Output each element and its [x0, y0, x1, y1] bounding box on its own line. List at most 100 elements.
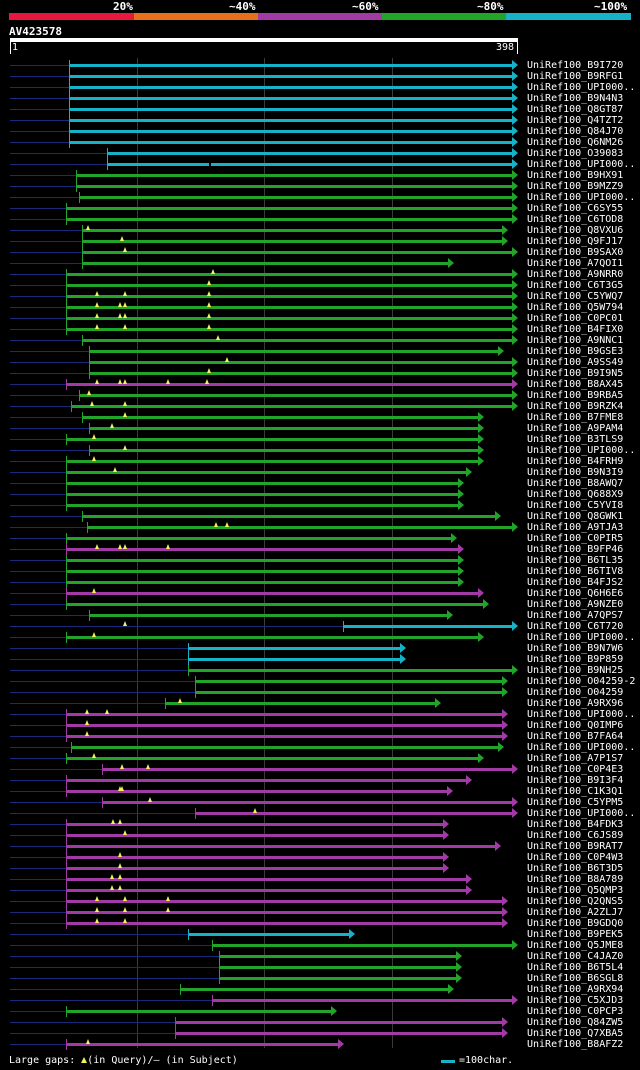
alignment-bar[interactable]: [89, 427, 478, 430]
hit-label[interactable]: UniRef100_A9PAM4: [527, 423, 624, 434]
alignment-bar[interactable]: [66, 790, 447, 793]
alignment-bar[interactable]: [66, 1043, 338, 1046]
alignment-bar[interactable]: [82, 262, 448, 265]
alignment-bar[interactable]: [66, 592, 478, 595]
alignment-bar[interactable]: [69, 86, 512, 89]
hit-label[interactable]: UniRef100_B9PEK5: [527, 929, 624, 940]
hit-label[interactable]: UniRef100_C6TOD8: [527, 214, 624, 225]
hit-label[interactable]: UniRef100_C6T3G5: [527, 280, 624, 291]
hit-label[interactable]: UniRef100_A9NZE0: [527, 599, 624, 610]
alignment-bar[interactable]: [66, 823, 443, 826]
alignment-bar[interactable]: [71, 746, 498, 749]
alignment-bar[interactable]: [66, 856, 443, 859]
alignment-bar[interactable]: [66, 845, 495, 848]
alignment-bar[interactable]: [87, 526, 512, 529]
alignment-bar[interactable]: [82, 240, 502, 243]
hit-label[interactable]: UniRef100_O39083: [527, 148, 624, 159]
hit-label[interactable]: UniRef100_UPI000..: [527, 632, 636, 643]
hit-label[interactable]: UniRef100_B6SGL8: [527, 973, 624, 984]
alignment-bar[interactable]: [66, 383, 512, 386]
hit-label[interactable]: UniRef100_Q5JME8: [527, 940, 624, 951]
alignment-bar[interactable]: [66, 537, 451, 540]
hit-label[interactable]: UniRef100_C4JAZ0: [527, 951, 624, 962]
hit-label[interactable]: UniRef100_UPI000..: [527, 445, 636, 456]
hit-label[interactable]: UniRef100_B4FDK3: [527, 819, 624, 830]
hit-label[interactable]: UniRef100_B9HX91: [527, 170, 624, 181]
hit-label[interactable]: UniRef100_B6T3D5: [527, 863, 624, 874]
alignment-bar[interactable]: [66, 1010, 331, 1013]
hit-label[interactable]: UniRef100_B6T5L4: [527, 962, 624, 973]
hit-label[interactable]: UniRef100_C5YWQ7: [527, 291, 624, 302]
hit-label[interactable]: UniRef100_B4FJS2: [527, 577, 624, 588]
hit-label[interactable]: UniRef100_B9MZZ9: [527, 181, 624, 192]
alignment-bar[interactable]: [195, 691, 502, 694]
hit-label[interactable]: UniRef100_B7FME8: [527, 412, 624, 423]
alignment-bar[interactable]: [102, 801, 512, 804]
hit-label[interactable]: UniRef100_B9SAX0: [527, 247, 624, 258]
hit-label[interactable]: UniRef100_Q8GT87: [527, 104, 624, 115]
alignment-bar[interactable]: [195, 680, 502, 683]
hit-label[interactable]: UniRef100_A9NNC1: [527, 335, 624, 346]
alignment-bar[interactable]: [66, 273, 512, 276]
hit-label[interactable]: UniRef100_B6TIV8: [527, 566, 624, 577]
alignment-bar[interactable]: [180, 988, 448, 991]
alignment-bar[interactable]: [66, 559, 458, 562]
alignment-bar[interactable]: [66, 636, 478, 639]
hit-label[interactable]: UniRef100_UPI000..: [527, 82, 636, 93]
hit-label[interactable]: UniRef100_UPI000..: [527, 808, 636, 819]
hit-label[interactable]: UniRef100_C5XJD3: [527, 995, 624, 1006]
hit-label[interactable]: UniRef100_A9RX94: [527, 984, 624, 995]
alignment-bar[interactable]: [188, 647, 400, 650]
hit-label[interactable]: UniRef100_C0PIR5: [527, 533, 624, 544]
alignment-bar[interactable]: [69, 75, 512, 78]
alignment-bar[interactable]: [71, 405, 512, 408]
alignment-bar[interactable]: [107, 163, 512, 166]
hit-label[interactable]: UniRef100_C5YPM5: [527, 797, 624, 808]
alignment-bar[interactable]: [66, 603, 483, 606]
alignment-bar[interactable]: [188, 658, 400, 661]
alignment-bar[interactable]: [76, 174, 512, 177]
hit-label[interactable]: UniRef100_B9GDQ0: [527, 918, 624, 929]
alignment-bar[interactable]: [212, 999, 512, 1002]
alignment-bar[interactable]: [343, 625, 512, 628]
hit-label[interactable]: UniRef100_B9RAT7: [527, 841, 624, 852]
alignment-bar[interactable]: [66, 438, 478, 441]
hit-label[interactable]: UniRef100_Q9FJ17: [527, 236, 624, 247]
alignment-bar[interactable]: [69, 141, 512, 144]
alignment-bar[interactable]: [195, 812, 512, 815]
alignment-bar[interactable]: [82, 339, 512, 342]
hit-label[interactable]: UniRef100_B9RBA5: [527, 390, 624, 401]
alignment-bar[interactable]: [175, 1032, 502, 1035]
alignment-bar[interactable]: [66, 328, 512, 331]
alignment-bar[interactable]: [69, 119, 512, 122]
hit-label[interactable]: UniRef100_Q6H6E6: [527, 588, 624, 599]
alignment-bar[interactable]: [66, 482, 458, 485]
alignment-bar[interactable]: [66, 878, 466, 881]
alignment-bar[interactable]: [175, 1021, 502, 1024]
hit-label[interactable]: UniRef100_Q5QMP3: [527, 885, 624, 896]
alignment-bar[interactable]: [66, 548, 458, 551]
hit-label[interactable]: UniRef100_B9I9N5: [527, 368, 624, 379]
hit-label[interactable]: UniRef100_Q688X9: [527, 489, 624, 500]
hit-label[interactable]: UniRef100_Q8VXU6: [527, 225, 624, 236]
alignment-bar[interactable]: [66, 284, 512, 287]
hit-label[interactable]: UniRef100_A9NRR0: [527, 269, 624, 280]
hit-label[interactable]: UniRef100_B4FIX0: [527, 324, 624, 335]
alignment-bar[interactable]: [219, 955, 456, 958]
alignment-bar[interactable]: [107, 152, 512, 155]
hit-label[interactable]: UniRef100_B6TL35: [527, 555, 624, 566]
hit-label[interactable]: UniRef100_B9N7W6: [527, 643, 624, 654]
alignment-bar[interactable]: [188, 933, 349, 936]
hit-label[interactable]: UniRef100_Q5W794: [527, 302, 624, 313]
alignment-bar[interactable]: [219, 977, 456, 980]
hit-label[interactable]: UniRef100_B9GSE3: [527, 346, 624, 357]
hit-label[interactable]: UniRef100_A9SS49: [527, 357, 624, 368]
alignment-bar[interactable]: [69, 64, 512, 67]
alignment-bar[interactable]: [66, 922, 502, 925]
hit-label[interactable]: UniRef100_C6T720: [527, 621, 624, 632]
hit-label[interactable]: UniRef100_UPI000..: [527, 742, 636, 753]
hit-label[interactable]: UniRef100_UPI000..: [527, 192, 636, 203]
alignment-bar[interactable]: [66, 779, 466, 782]
alignment-bar[interactable]: [66, 570, 458, 573]
hit-label[interactable]: UniRef100_B8AWQ7: [527, 478, 624, 489]
